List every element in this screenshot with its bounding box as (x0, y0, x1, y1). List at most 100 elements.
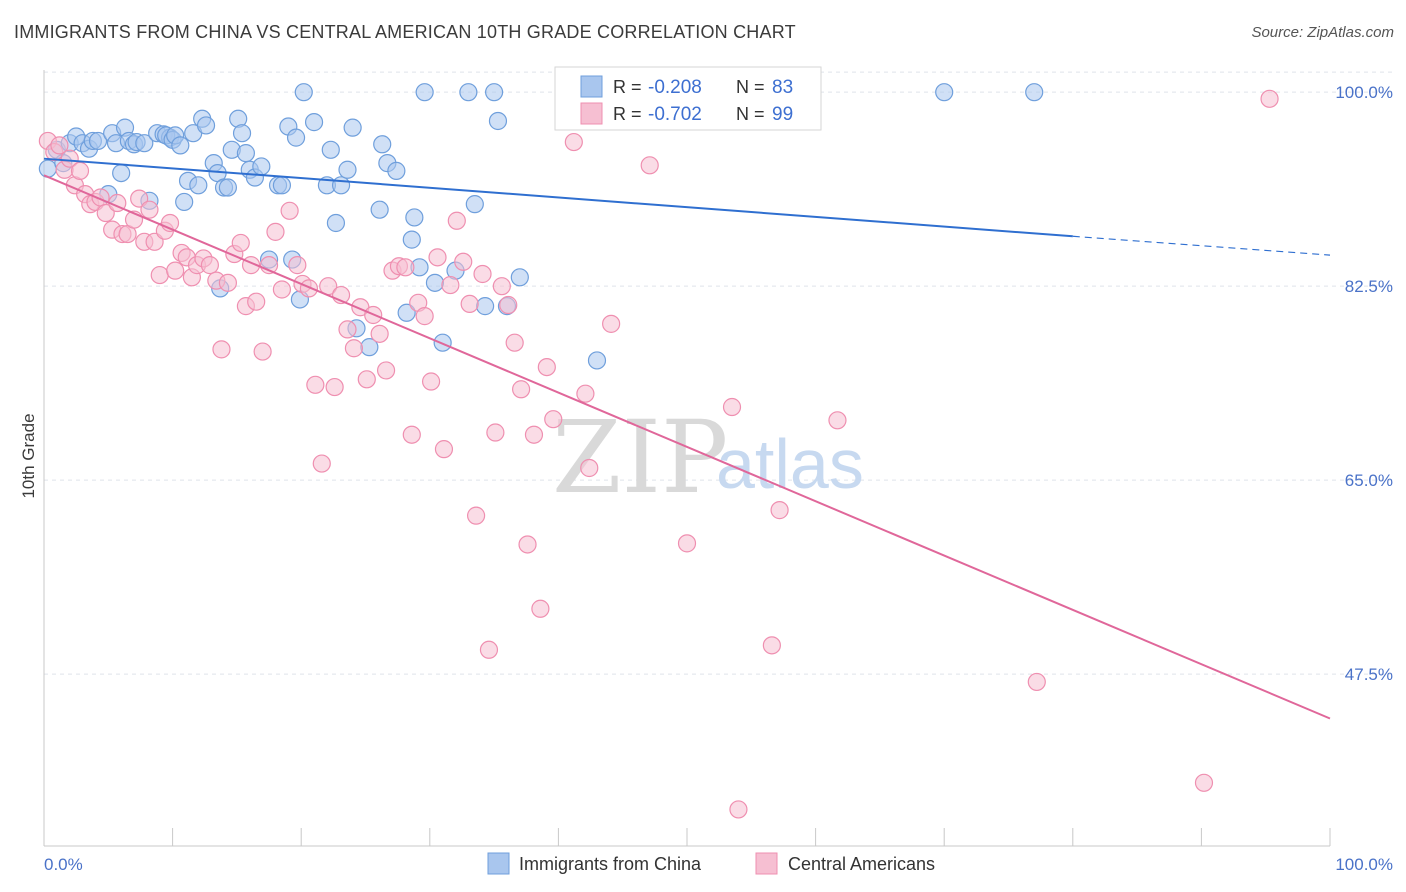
data-point (306, 375, 325, 394)
data-point (286, 128, 306, 147)
data-point (331, 176, 351, 195)
data-point (343, 118, 362, 137)
y-axis-label: 10th Grade (19, 413, 38, 498)
data-point (189, 176, 208, 195)
data-point (479, 640, 499, 659)
legend-n-label-1: N = (736, 77, 765, 97)
data-point (935, 83, 954, 102)
bottom-legend-label-central-americans: Central Americans (788, 854, 935, 874)
stats-legend: R = -0.208 N = 83 R = -0.702 N = 99 (554, 66, 822, 131)
data-point (88, 131, 108, 151)
data-point (397, 303, 416, 322)
data-point (447, 211, 466, 230)
y-tick-label: 82.5% (1345, 277, 1393, 296)
data-point (402, 425, 421, 444)
data-point (465, 195, 484, 214)
data-point (96, 203, 115, 223)
data-point (370, 200, 389, 219)
legend-r-value-2: -0.702 (648, 104, 702, 125)
data-point (338, 160, 357, 179)
watermark-zip: ZIP (552, 399, 728, 516)
data-point (510, 268, 529, 287)
data-point (485, 83, 504, 102)
data-point (405, 208, 424, 227)
data-point (531, 599, 550, 618)
data-point (576, 384, 595, 403)
x-tick-label-min: 0.0% (44, 855, 83, 874)
series-legend: Immigrants from China Central Americans (487, 852, 935, 875)
data-point (145, 232, 164, 251)
data-point (325, 377, 344, 397)
legend-n-value-1: 83 (772, 77, 793, 98)
data-point (150, 265, 169, 285)
data-point (722, 397, 742, 417)
data-point (252, 157, 271, 176)
data-point (729, 800, 748, 819)
data-point (505, 333, 524, 352)
data-point (770, 501, 789, 520)
legend-n-value-2: 99 (772, 104, 793, 125)
data-point (357, 370, 376, 389)
data-point (171, 136, 190, 155)
data-point (677, 534, 697, 553)
data-point (499, 295, 518, 315)
data-point (140, 200, 159, 219)
data-point (135, 134, 154, 153)
data-point (218, 273, 237, 292)
trend-line-china-extension (1072, 235, 1331, 256)
x-ticks (43, 828, 1331, 846)
data-point (828, 411, 847, 430)
watermark: ZIP atlas (552, 399, 864, 516)
data-point (266, 222, 285, 241)
trend-line-china (43, 157, 1073, 238)
data-point (415, 307, 434, 326)
data-point (344, 339, 364, 358)
data-point (312, 454, 331, 473)
data-point (236, 144, 256, 163)
series-china-points (38, 83, 1044, 370)
data-point (304, 113, 324, 132)
data-point (175, 192, 194, 212)
data-point (421, 372, 441, 391)
data-point (518, 535, 537, 554)
trend-line-central-americans (43, 174, 1331, 720)
data-point (428, 248, 447, 267)
trend-lines (43, 157, 1331, 720)
data-point (524, 425, 544, 444)
data-point (425, 273, 445, 292)
x-tick-label-max: 100.0% (1335, 855, 1393, 874)
data-point (60, 149, 79, 168)
data-point (396, 258, 415, 277)
data-point (587, 351, 607, 370)
data-point (294, 83, 313, 102)
data-point (512, 380, 531, 399)
data-point (473, 264, 492, 284)
data-point (370, 324, 389, 343)
data-point (488, 111, 508, 131)
data-point (762, 636, 781, 655)
data-point (1260, 89, 1279, 108)
data-point (38, 159, 57, 178)
data-point (130, 189, 149, 208)
data-point (231, 233, 250, 253)
data-point (196, 116, 216, 135)
data-point (544, 410, 563, 429)
data-point (200, 256, 219, 275)
data-point (434, 440, 454, 459)
data-point (272, 280, 292, 299)
y-tick-label: 65.0% (1345, 471, 1393, 490)
data-point (299, 279, 319, 298)
data-point (232, 124, 252, 143)
legend-swatch-pink (580, 102, 603, 125)
data-point (272, 176, 292, 195)
data-point (50, 136, 69, 155)
data-point (373, 135, 392, 154)
bottom-legend-label-china: Immigrants from China (519, 854, 702, 874)
data-point (253, 342, 272, 361)
legend-r-label-1: R = (613, 77, 642, 97)
data-point (492, 277, 511, 296)
data-point (70, 161, 90, 180)
data-point (475, 297, 495, 316)
chart-title: IMMIGRANTS FROM CHINA VS CENTRAL AMERICA… (14, 22, 796, 42)
